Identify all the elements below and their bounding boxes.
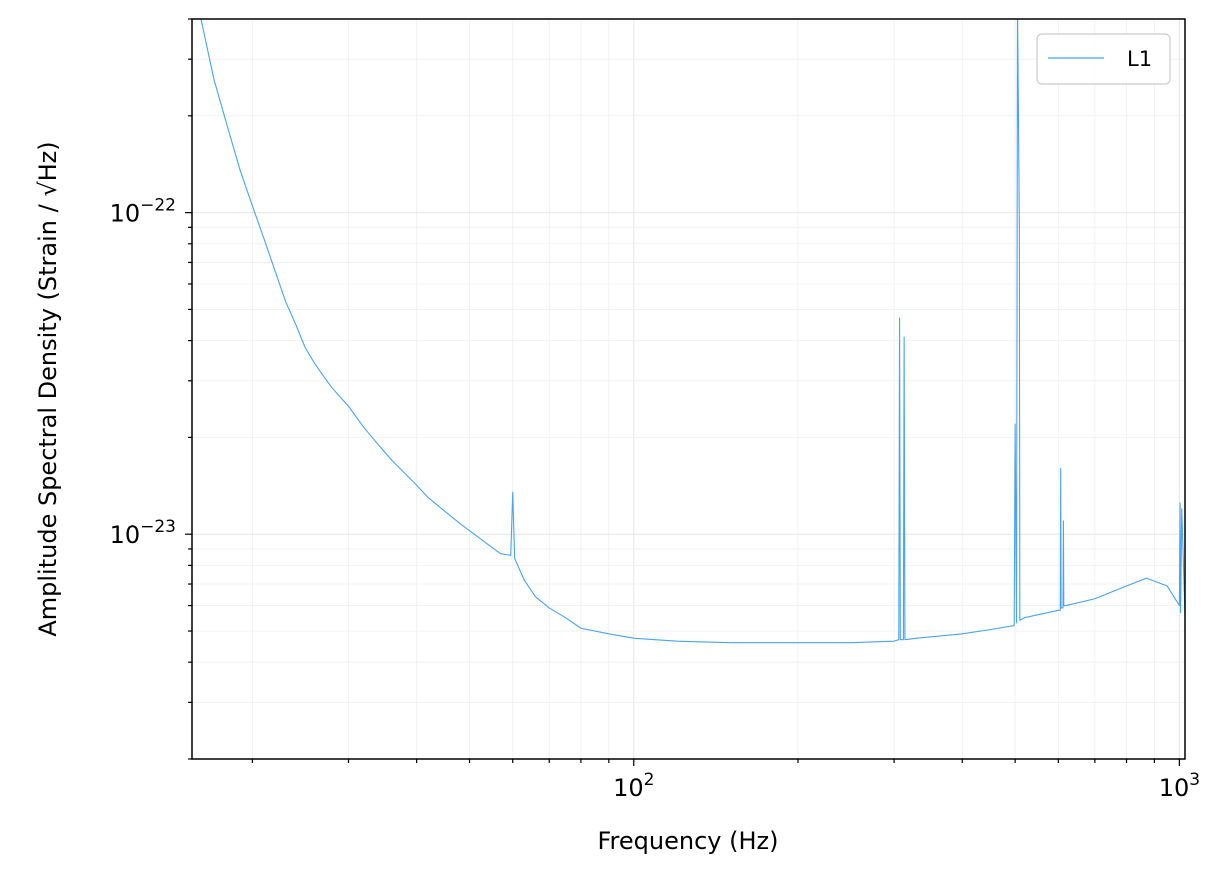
y-tick-label: 10−22	[110, 196, 176, 228]
x-axis-label: Frequency (Hz)	[598, 827, 779, 855]
legend-box	[1036, 33, 1171, 85]
legend: L1	[1036, 33, 1171, 85]
tick-labels: 102 103 10−23 10−22	[110, 196, 1201, 802]
x-tick-label: 102	[613, 770, 654, 802]
series-layer	[200, 19, 1185, 644]
y-tick-label: 10−23	[110, 517, 176, 549]
plot-frame	[191, 18, 1186, 760]
series-line-l1	[200, 19, 1185, 644]
legend-label-l1: L1	[1127, 47, 1152, 71]
y-axis-label: Amplitude Spectral Density (Strain / √Hz…	[34, 141, 62, 636]
plot-area	[200, 19, 1185, 644]
x-tick-label: 103	[1159, 770, 1200, 802]
